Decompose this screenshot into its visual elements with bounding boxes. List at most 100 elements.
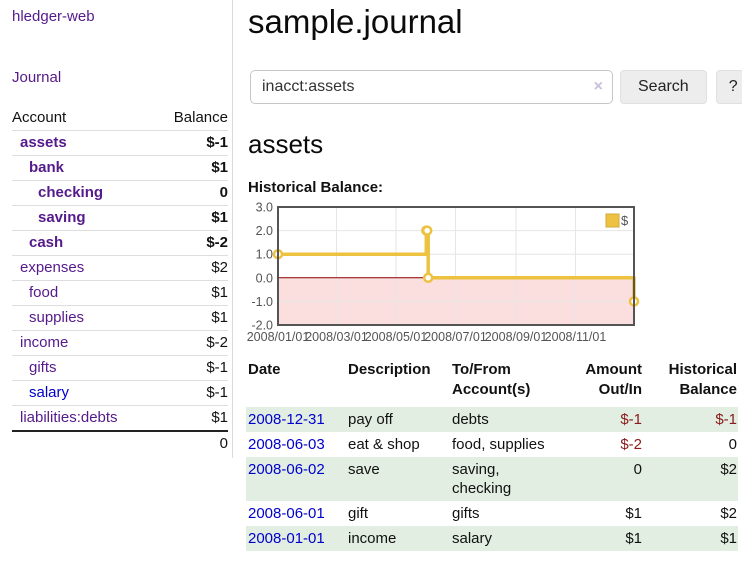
- account-link[interactable]: supplies: [29, 309, 85, 326]
- chart-svg: $3.0 2.0 1.0 0.0 -1.0 -2.02008/01/012008/03/0…: [247, 201, 640, 344]
- accounts-total-value: 0: [154, 430, 228, 456]
- y-tick-label: 0.0: [256, 271, 273, 285]
- plot-border: [277, 206, 635, 326]
- register-table: Date Description To/From Account(s) Amou…: [246, 360, 738, 551]
- hledger-web-app: hledger-web Journal Account Balance asse…: [0, 0, 742, 551]
- account-row: food $1: [12, 280, 228, 306]
- register-header-date[interactable]: Date: [248, 361, 281, 378]
- accounts-header-row: Account Balance: [12, 106, 228, 131]
- x-tick-label: 2008/11/01: [545, 330, 607, 344]
- historical-balance-chart[interactable]: $3.0 2.0 1.0 0.0 -1.0 -2.0 2008/01/01 2008/03/0…: [246, 201, 742, 348]
- account-link[interactable]: income: [20, 334, 69, 351]
- account-row: saving $1: [12, 205, 228, 231]
- legend-label: $: [621, 213, 629, 228]
- account-link[interactable]: assets: [20, 134, 67, 151]
- account-link[interactable]: bank: [29, 159, 65, 176]
- clear-search-icon[interactable]: ×: [593, 78, 603, 95]
- account-row: cash $-2: [12, 230, 228, 256]
- account-balance: $-1: [154, 355, 228, 381]
- account-row: liabilities:debts $1: [12, 405, 228, 432]
- account-row: supplies $1: [12, 305, 228, 331]
- account-balance: $-1: [154, 130, 228, 156]
- x-tick-label: 2008/05/01: [365, 330, 428, 344]
- account-balance: $1: [154, 405, 228, 432]
- transaction-date-link[interactable]: 2008-06-02: [248, 461, 325, 478]
- account-link[interactable]: saving: [38, 209, 86, 226]
- transaction-date-link[interactable]: 2008-06-01: [248, 505, 325, 522]
- register-header-balance: Historical Balance: [668, 361, 737, 398]
- sidebar: hledger-web Journal Account Balance asse…: [0, 0, 233, 458]
- x-tick-label: 2008/07/01: [424, 330, 487, 344]
- legend-swatch-icon: [605, 213, 620, 228]
- account-link[interactable]: expenses: [20, 259, 85, 276]
- account-balance: $-1: [154, 380, 228, 406]
- search-input[interactable]: [250, 70, 613, 104]
- account-link[interactable]: checking: [38, 184, 104, 201]
- account-heading: assets: [248, 129, 324, 159]
- transaction-accounts: gifts: [452, 505, 480, 522]
- accounts-total-row: 0: [12, 430, 228, 456]
- search-button[interactable]: Search: [620, 70, 707, 104]
- account-balance: $1: [154, 155, 228, 181]
- x-tick-label: 2008/09/01: [485, 330, 548, 344]
- page-title: sample.journal: [248, 3, 463, 40]
- account-row: bank $1: [12, 155, 228, 181]
- account-link[interactable]: gifts: [29, 359, 57, 376]
- main-content: sample.journal × Search ? assets Histori…: [233, 0, 742, 551]
- search-form: × Search ?: [248, 70, 742, 104]
- transaction-description: eat & shop: [348, 436, 420, 453]
- register-header-accounts: To/From Account(s): [452, 361, 531, 398]
- account-link[interactable]: liabilities:debts: [20, 409, 118, 426]
- x-tick-label: 2008/03/01: [305, 330, 368, 344]
- accounts-total-spacer: [12, 430, 155, 456]
- register-row: 2008-12-31 pay off debts $-1 $-1: [246, 407, 738, 432]
- account-balance: $-2: [154, 330, 228, 356]
- y-tick-label: 2.0: [256, 224, 273, 238]
- transaction-amount: $1: [625, 530, 642, 547]
- y-tick-label: -2.0: [251, 319, 273, 333]
- account-link[interactable]: cash: [29, 234, 64, 251]
- transaction-accounts: saving, checking: [452, 461, 512, 497]
- transaction-balance: 0: [728, 436, 737, 453]
- account-row: checking 0: [12, 180, 228, 206]
- search-box: ×: [250, 70, 613, 104]
- account-row: expenses $2: [12, 255, 228, 281]
- x-tick-label: 2008/01/01: [247, 330, 310, 344]
- register-header-row: Date Description To/From Account(s) Amou…: [246, 360, 738, 407]
- account-balance: $-2: [154, 230, 228, 256]
- register-row: 2008-06-02 save saving, checking 0 $2: [246, 457, 738, 501]
- accounts-header-account: Account: [12, 106, 155, 131]
- app-title[interactable]: hledger-web: [12, 8, 95, 25]
- transaction-description: income: [348, 530, 397, 547]
- account-balance: $1: [154, 205, 228, 231]
- transaction-date-link[interactable]: 2008-06-03: [248, 436, 325, 453]
- y-tick-label: 1.0: [256, 248, 273, 262]
- account-balance: $1: [154, 305, 228, 331]
- help-button[interactable]: ?: [715, 70, 742, 104]
- transaction-accounts: debts: [452, 411, 489, 428]
- nav-journal-link[interactable]: Journal: [12, 69, 62, 86]
- transaction-date-link[interactable]: 2008-01-01: [248, 530, 325, 547]
- data-point-marker: [421, 225, 433, 236]
- account-row: salary $-1: [12, 380, 228, 406]
- accounts-header-balance: Balance: [154, 106, 228, 131]
- y-tick-label: 3.0: [256, 201, 273, 215]
- transaction-balance: $2: [720, 461, 737, 478]
- account-link[interactable]: food: [29, 284, 59, 301]
- transaction-date-link[interactable]: 2008-12-31: [248, 411, 325, 428]
- transaction-amount: 0: [633, 461, 642, 478]
- account-balance: $2: [154, 255, 228, 281]
- register-row: 2008-06-03 eat & shop food, supplies $-2 0: [246, 432, 738, 457]
- account-link[interactable]: salary: [29, 384, 70, 401]
- transaction-amount: $1: [625, 505, 642, 522]
- account-balance: $1: [154, 280, 228, 306]
- transaction-description: save: [348, 461, 380, 478]
- accounts-table: Account Balance assets $-1 bank $1 checking 0…: [12, 106, 228, 456]
- register-row: 2008-01-01 income salary $1 $1: [246, 526, 738, 551]
- transaction-amount: $-2: [620, 436, 642, 453]
- transaction-accounts: salary: [452, 530, 493, 547]
- data-point-marker: [422, 272, 434, 284]
- transaction-description: gift: [348, 505, 369, 522]
- transaction-accounts: food, supplies: [452, 436, 545, 453]
- register-header-amount: Amount Out/In: [585, 361, 642, 398]
